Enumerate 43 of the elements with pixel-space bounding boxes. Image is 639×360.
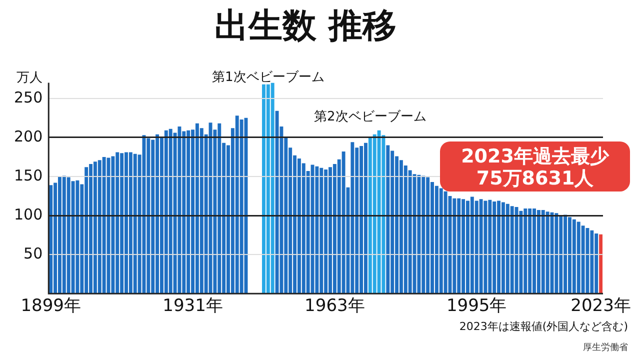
bar: [350, 142, 354, 294]
y-tick-label: 50: [24, 244, 43, 262]
bar: [315, 166, 319, 294]
bar: [417, 174, 421, 294]
bar: [546, 212, 550, 294]
bar: [76, 180, 80, 294]
bar: [342, 152, 346, 294]
bar: [111, 156, 115, 294]
x-tick-label: 1995年: [446, 296, 507, 316]
bar: [178, 126, 182, 294]
text: 2023年は速報値(外国人など含む): [459, 320, 628, 333]
bar: [102, 156, 106, 294]
bar: [146, 138, 150, 294]
bar: [479, 199, 483, 294]
bar: [377, 130, 381, 294]
bar: [71, 181, 75, 294]
x-tick-label: 1899年: [20, 296, 81, 316]
y-axis-title: 万人: [16, 70, 43, 86]
bar: [599, 234, 603, 294]
y-tick-label: 200: [14, 127, 43, 146]
bar: [519, 210, 523, 294]
bar: [586, 228, 590, 294]
text: 厚生労働省: [583, 342, 628, 353]
bar: [554, 213, 558, 294]
bar: [275, 110, 279, 294]
x-tick-label: 2023年: [570, 296, 631, 316]
bar: [386, 145, 390, 294]
annotation: 第1次ベビーブーム: [212, 70, 324, 85]
bar: [510, 206, 514, 294]
bar: [444, 191, 448, 294]
bar: [270, 82, 274, 294]
y-tick-label: 150: [14, 166, 43, 184]
annotation: 第2次ベビーブーム: [314, 109, 426, 124]
x-tick-label: 1963年: [304, 296, 365, 316]
annotation: 2023年過去最少 75万8631人: [461, 145, 610, 190]
bar: [452, 198, 456, 294]
chart-title: 出生数 推移: [214, 6, 396, 46]
y-tick-label: 250: [14, 88, 43, 106]
bar: [581, 226, 585, 294]
bar: [240, 119, 244, 294]
x-tick-label: 1931年: [162, 296, 223, 316]
bar: [484, 200, 488, 294]
y-tick-label: 100: [14, 205, 43, 224]
